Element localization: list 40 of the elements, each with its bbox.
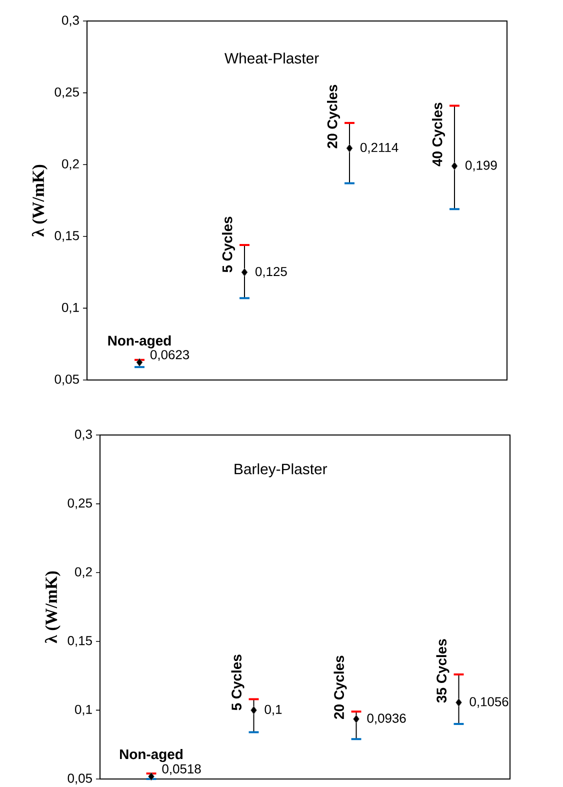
point xyxy=(136,358,143,367)
y-tick-label: 0,25 xyxy=(68,498,92,510)
y-tick-label: 0,15 xyxy=(54,231,79,242)
y-tick-label: 0,15 xyxy=(68,636,92,647)
category-label: 20 Cycles xyxy=(327,84,340,148)
text: Wheat-Plaster xyxy=(224,52,319,64)
category-label: Non-aged xyxy=(120,748,182,762)
data-label: 0,1 xyxy=(264,704,282,716)
y-tick-label: 0,25 xyxy=(54,87,79,98)
point xyxy=(346,144,353,152)
category-label: 5 Cycles xyxy=(231,654,244,710)
data-label: 0,2114 xyxy=(360,142,398,154)
text: Barley-Plaster xyxy=(234,463,328,478)
y-tick-label: 0,2 xyxy=(74,567,92,578)
data-label: 0,1056 xyxy=(470,697,508,708)
category-label: 35 Cycles xyxy=(436,639,450,703)
point xyxy=(250,706,257,714)
y-tick-label: 0,1 xyxy=(62,302,79,314)
point xyxy=(456,698,462,707)
data-label: 0,199 xyxy=(465,160,497,172)
point xyxy=(451,162,458,170)
y-tick-label: 0,3 xyxy=(62,16,79,26)
category-label: 40 Cycles xyxy=(432,102,445,166)
y-tick-label: 0,1 xyxy=(74,704,92,716)
category-label: Non-aged xyxy=(108,335,171,348)
y-tick-label: 0,05 xyxy=(54,374,79,386)
point xyxy=(353,714,360,724)
point xyxy=(241,268,248,277)
y-tick-label: 0,05 xyxy=(68,774,92,784)
y-axis-title: λ (W/mK) xyxy=(32,164,48,237)
y-tick-label: 0,2 xyxy=(62,159,79,170)
y-tick-label: 0,3 xyxy=(74,430,92,440)
data-label: 0,0936 xyxy=(367,714,406,724)
category-label: 20 Cycles xyxy=(334,656,347,719)
category-label: 5 Cycles xyxy=(222,216,235,272)
data-label: 0,0518 xyxy=(162,764,201,775)
y-axis-title: λ (W/mK) xyxy=(44,571,60,644)
data-label: 0,0623 xyxy=(150,350,190,361)
data-label: 0,125 xyxy=(255,266,287,278)
point xyxy=(148,772,154,781)
